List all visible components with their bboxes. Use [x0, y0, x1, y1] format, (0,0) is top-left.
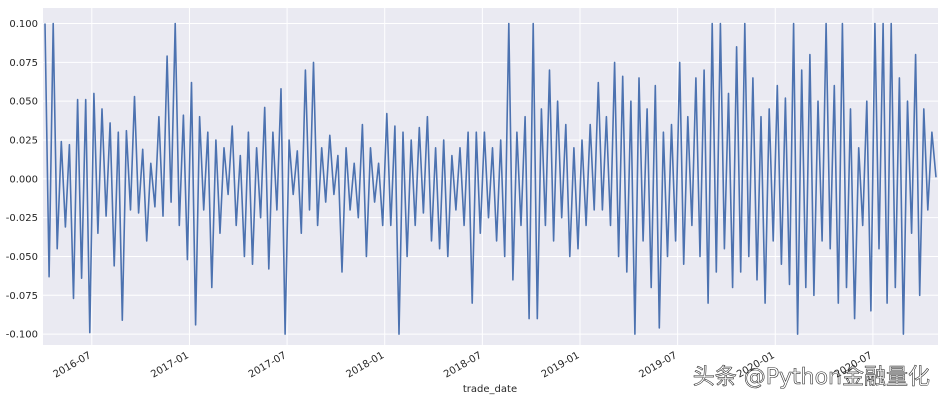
y-tick-label: 0.000: [9, 174, 38, 185]
x-tick-label: 2016-07: [52, 350, 94, 380]
x-axis-label: trade_date: [463, 384, 517, 395]
y-tick-label: -0.075: [6, 291, 38, 302]
y-tick-label: -0.050: [6, 252, 38, 263]
x-tick-label: 2018-07: [442, 350, 484, 380]
y-tick-label: 0.025: [9, 136, 38, 147]
y-tick-label: -0.025: [6, 213, 38, 224]
data-line: [44, 22, 937, 335]
y-tick-label: -0.100: [6, 330, 38, 341]
x-tick-label: 2018-01: [345, 350, 387, 380]
x-tick-label: 2017-01: [149, 350, 191, 380]
x-tick-label: 2019-07: [637, 350, 679, 380]
y-tick-label: 0.075: [9, 58, 38, 69]
y-tick-label: 0.100: [9, 19, 38, 30]
y-tick-label: 0.050: [9, 97, 38, 108]
watermark: 头条 @Python金融量化: [693, 365, 930, 390]
x-tick-label: 2017-07: [247, 350, 289, 380]
x-tick-label: 2019-01: [540, 350, 582, 380]
